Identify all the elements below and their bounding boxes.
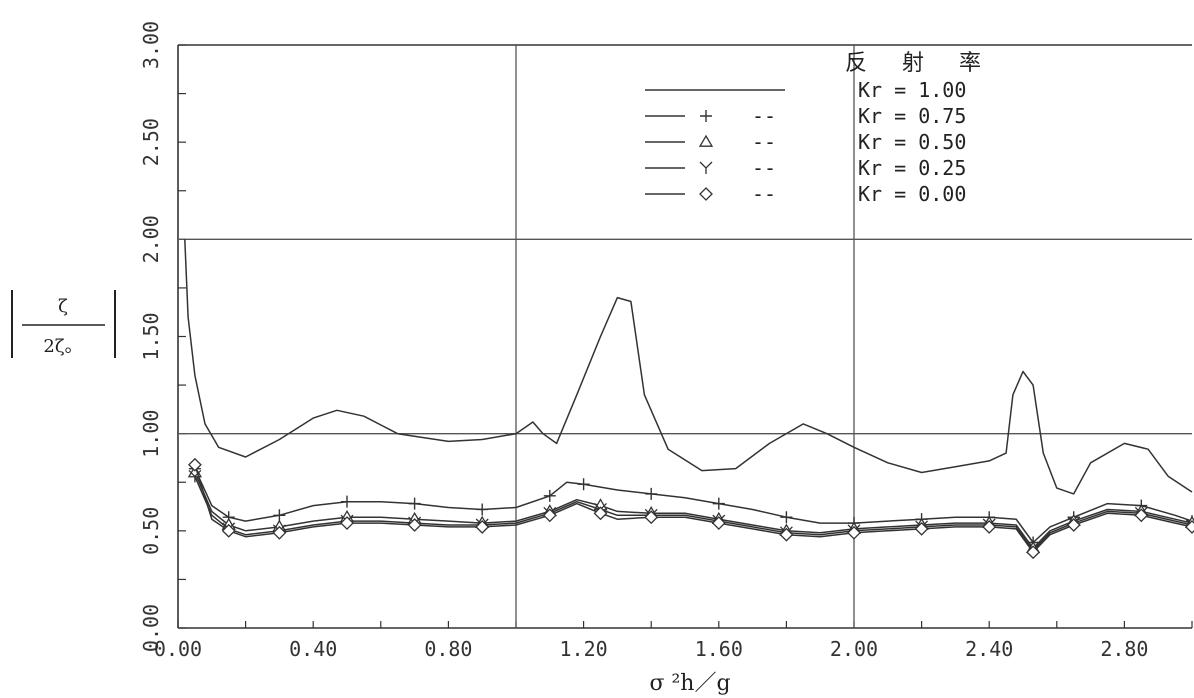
plus-marker — [408, 497, 421, 510]
diamond-marker — [1066, 518, 1081, 532]
plus-marker — [273, 509, 286, 522]
diamond-marker — [779, 527, 794, 542]
plus-marker — [700, 110, 712, 122]
x-tick-label: 1.60 — [695, 637, 743, 661]
plus-marker — [543, 489, 556, 502]
diamond-marker — [1185, 520, 1194, 534]
diamond-marker — [475, 520, 490, 534]
y-tick-label: 1.50 — [139, 312, 163, 360]
plus-marker — [780, 511, 793, 524]
diamond-marker — [1134, 508, 1149, 523]
series-line — [194, 472, 1193, 550]
series-4 — [187, 457, 1194, 560]
plus-marker — [645, 487, 658, 500]
triangle-marker — [698, 134, 714, 147]
series-group — [184, 239, 1194, 560]
diamond-marker — [711, 516, 726, 530]
legend-label: Kr = 0.25 — [858, 156, 966, 180]
legend-label: Kr = 0.50 — [858, 130, 966, 154]
series-line — [194, 468, 1193, 544]
x-tick-label: 2.00 — [830, 637, 878, 661]
x-tick-label: 0.00 — [154, 637, 202, 661]
series-line — [184, 239, 1193, 495]
diamond-marker — [982, 520, 997, 534]
legend-dash: -- — [752, 156, 776, 180]
diamond-marker — [593, 506, 608, 521]
legend-label: Kr = 0.75 — [858, 104, 966, 128]
y-tick-label: 1.00 — [139, 410, 163, 458]
diamond-marker — [187, 457, 202, 472]
series-line — [194, 464, 1193, 553]
y-axis-label: ζ 2ζ。 — [11, 290, 116, 358]
legend-label: Kr = 0.00 — [858, 182, 966, 206]
series-3 — [188, 469, 1194, 557]
legend-dash: -- — [752, 182, 776, 206]
legend-label: Kr = 1.00 — [858, 78, 966, 102]
x-tick-label: 1.20 — [560, 637, 608, 661]
y-tick-label: 0.00 — [139, 604, 163, 652]
legend-dash: -- — [752, 104, 776, 128]
diamond-marker — [272, 525, 287, 540]
legend-dash: -- — [752, 130, 776, 154]
diamond-marker — [699, 187, 713, 201]
y-marker — [699, 161, 713, 174]
diamond-marker — [914, 521, 929, 536]
legend-entry: -- Kr = 0.75 — [645, 104, 966, 128]
x-tick-label: 2.40 — [965, 637, 1013, 661]
legend-entry: -- Kr = 0.00 — [645, 182, 966, 206]
y-tick-label: 2.50 — [139, 118, 163, 166]
y-tick-label: 3.00 — [139, 21, 163, 69]
y-label-numerator: ζ — [58, 296, 68, 317]
x-axis-label: σ ²h／g — [649, 671, 730, 696]
plus-marker — [476, 503, 489, 516]
series-0 — [184, 239, 1193, 495]
legend: 反 射 率Kr = 1.00 -- Kr = 0.75 -- Kr = 0.50 -- Kr… — [645, 51, 995, 206]
diamond-marker — [407, 518, 422, 532]
x-tick-labels: 0.00 0.40 0.80 1.20 1.60 2.00 2.40 2.80 — [154, 637, 1149, 661]
series-1 — [188, 462, 1194, 549]
y-marker — [188, 469, 202, 483]
diamond-marker — [644, 510, 659, 525]
x-tick-label: 0.80 — [424, 637, 472, 661]
x-tick-label: 2.80 — [1100, 637, 1148, 661]
y-tick-label: 0.50 — [139, 507, 163, 555]
diamond-marker — [340, 516, 354, 530]
diamond-marker — [221, 523, 236, 538]
diamond-marker — [1026, 545, 1041, 560]
plus-marker — [341, 495, 353, 508]
legend-entry: Kr = 1.00 — [645, 78, 966, 102]
y-tick-labels: 0.00 0.50 1.00 1.50 2.00 2.50 3.00 — [139, 21, 163, 652]
y-label-denominator: 2ζ。 — [43, 336, 82, 357]
diamond-marker — [542, 508, 557, 523]
legend-title: 反 射 率 — [845, 51, 995, 76]
plus-marker — [712, 497, 725, 510]
legend-entry: -- Kr = 0.50 — [645, 130, 966, 154]
y-tick-label: 2.00 — [139, 215, 163, 263]
x-tick-label: 0.40 — [289, 637, 337, 661]
legend-entry: -- Kr = 0.25 — [645, 156, 966, 180]
diamond-marker — [847, 525, 861, 540]
plus-marker — [577, 478, 590, 491]
